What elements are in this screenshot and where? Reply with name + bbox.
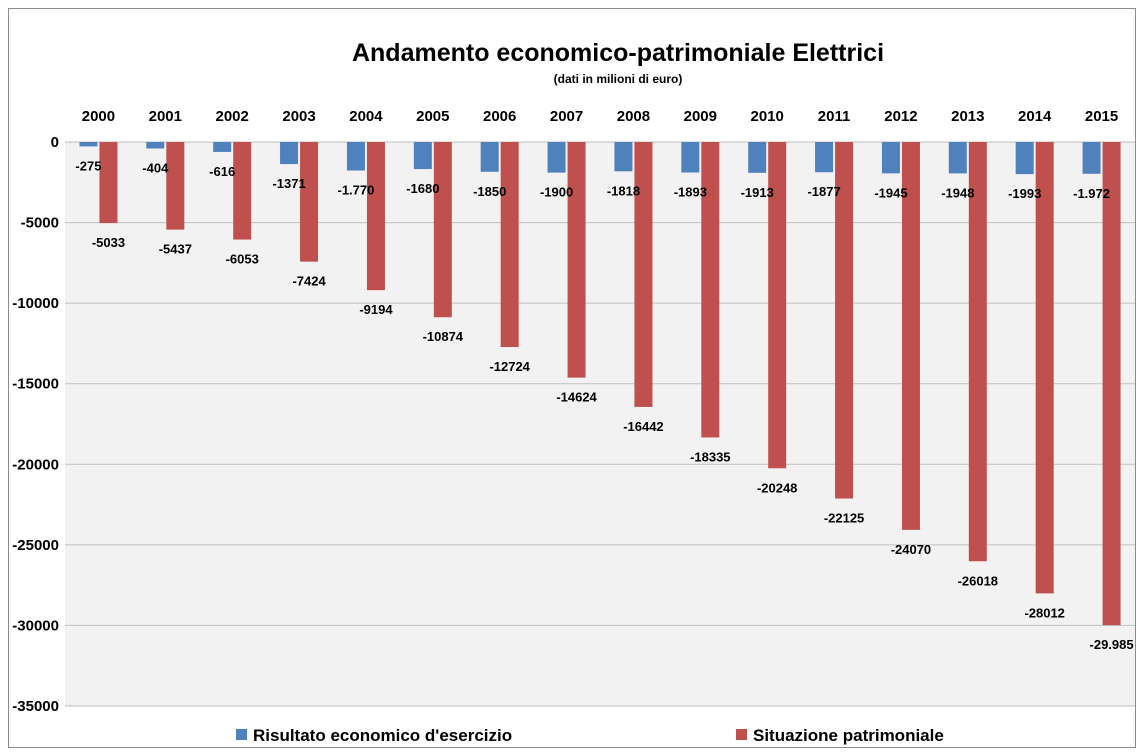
data-label-risultato: -1818 (607, 183, 640, 198)
bar-patrimoniale (300, 142, 319, 262)
data-label-risultato: -1893 (674, 185, 707, 200)
y-tick-label: -10000 (12, 295, 59, 312)
category-label: 2013 (951, 108, 984, 125)
bar-risultato (413, 142, 432, 170)
category-label: 2010 (751, 108, 784, 125)
bar-risultato (1082, 142, 1101, 174)
bar-risultato (881, 142, 900, 174)
bar-patrimoniale (233, 142, 252, 240)
data-label-risultato: -1900 (540, 185, 573, 200)
data-label-risultato: -404 (142, 161, 169, 176)
bar-patrimoniale (99, 142, 118, 224)
category-label: 2009 (684, 108, 717, 125)
category-label: 2000 (82, 108, 115, 125)
bar-patrimoniale (835, 142, 854, 499)
data-label-risultato: -1371 (272, 176, 305, 191)
bar-risultato (681, 142, 700, 173)
data-label-risultato: -1877 (807, 184, 840, 199)
bar-risultato (815, 142, 834, 173)
category-label: 2012 (884, 108, 917, 125)
data-label-patrimoniale: -24070 (891, 542, 931, 557)
legend-label-patrimoniale: Situazione patrimoniale (753, 726, 944, 745)
chart-frame: 0 -5000 -10000 -15000 -20000 -25000 -30000 -350… (8, 8, 1136, 748)
data-label-patrimoniale: -10874 (423, 329, 464, 344)
legend-swatch-risultato (236, 729, 247, 740)
chart-subtitle: (dati in milioni di euro) (554, 72, 683, 86)
data-label-patrimoniale: -14624 (556, 390, 597, 405)
bar-patrimoniale (634, 142, 653, 407)
data-label-patrimoniale: -28012 (1024, 605, 1064, 620)
data-label-patrimoniale: -5437 (159, 242, 192, 257)
data-label-risultato: -275 (75, 158, 101, 173)
data-label-risultato: -1993 (1008, 186, 1041, 201)
data-label-patrimoniale: -12724 (489, 359, 530, 374)
bar-patrimoniale (701, 142, 720, 438)
data-label-risultato: -1850 (473, 184, 506, 199)
data-label-patrimoniale: -26018 (958, 573, 998, 588)
category-label: 2002 (216, 108, 249, 125)
data-label-risultato: -1913 (741, 185, 774, 200)
bar-patrimoniale (901, 142, 920, 530)
bar-risultato (280, 142, 299, 165)
data-label-patrimoniale: -29.985 (1090, 637, 1134, 652)
data-label-risultato: -1.972 (1073, 186, 1110, 201)
bar-risultato (748, 142, 767, 173)
bar-risultato (213, 142, 232, 152)
bar-risultato (614, 142, 633, 172)
data-label-patrimoniale: -16442 (623, 419, 663, 434)
bar-patrimoniale (433, 142, 452, 318)
data-label-risultato: -1.770 (338, 183, 375, 198)
chart-title: Andamento economico-patrimoniale Elettri… (352, 39, 884, 67)
data-label-patrimoniale: -22125 (824, 511, 864, 526)
legend-label-risultato: Risultato economico d'esercizio (253, 726, 512, 745)
category-label: 2015 (1085, 108, 1118, 125)
category-label: 2005 (416, 108, 449, 125)
category-label: 2004 (349, 108, 383, 125)
y-tick-label: 0 (51, 134, 59, 151)
bar-patrimoniale (968, 142, 987, 562)
chart-svg: 0 -5000 -10000 -15000 -20000 -25000 -30000 -350… (12, 39, 1135, 745)
category-label: 2014 (1018, 108, 1052, 125)
category-label: 2001 (149, 108, 182, 125)
data-label-patrimoniale: -18335 (690, 449, 730, 464)
bar-patrimoniale (1102, 142, 1121, 626)
data-label-risultato: -1945 (874, 185, 907, 200)
bar-patrimoniale (567, 142, 586, 378)
data-label-risultato: -616 (209, 164, 235, 179)
bar-patrimoniale (768, 142, 787, 469)
category-label: 2003 (282, 108, 315, 125)
bar-patrimoniale (500, 142, 519, 348)
y-tick-label: -20000 (12, 456, 59, 473)
bar-risultato (346, 142, 365, 171)
category-label: 2011 (818, 108, 851, 125)
bar-risultato (547, 142, 566, 173)
bar-patrimoniale (366, 142, 385, 291)
y-tick-label: -35000 (12, 698, 59, 715)
data-label-patrimoniale: -7424 (292, 274, 326, 289)
y-tick-label: -15000 (12, 376, 59, 393)
bar-patrimoniale (1035, 142, 1054, 594)
bar-risultato (146, 142, 165, 149)
data-label-risultato: -1948 (941, 185, 974, 200)
data-label-patrimoniale: -5033 (92, 235, 125, 250)
legend-swatch-patrimoniale (736, 729, 747, 740)
data-label-risultato: -1680 (406, 181, 439, 196)
bar-risultato (79, 142, 98, 147)
bar-risultato (480, 142, 499, 172)
y-tick-label: -25000 (12, 537, 59, 554)
bar-risultato (1015, 142, 1034, 175)
category-label: 2006 (483, 108, 516, 125)
bar-patrimoniale (166, 142, 185, 230)
data-label-patrimoniale: -9194 (359, 302, 393, 317)
category-label: 2008 (617, 108, 650, 125)
category-label: 2007 (550, 108, 583, 125)
y-tick-label: -30000 (12, 617, 59, 634)
data-label-patrimoniale: -6053 (226, 252, 259, 267)
data-label-patrimoniale: -20248 (757, 480, 797, 495)
y-tick-label: -5000 (21, 215, 59, 232)
bar-risultato (948, 142, 967, 174)
